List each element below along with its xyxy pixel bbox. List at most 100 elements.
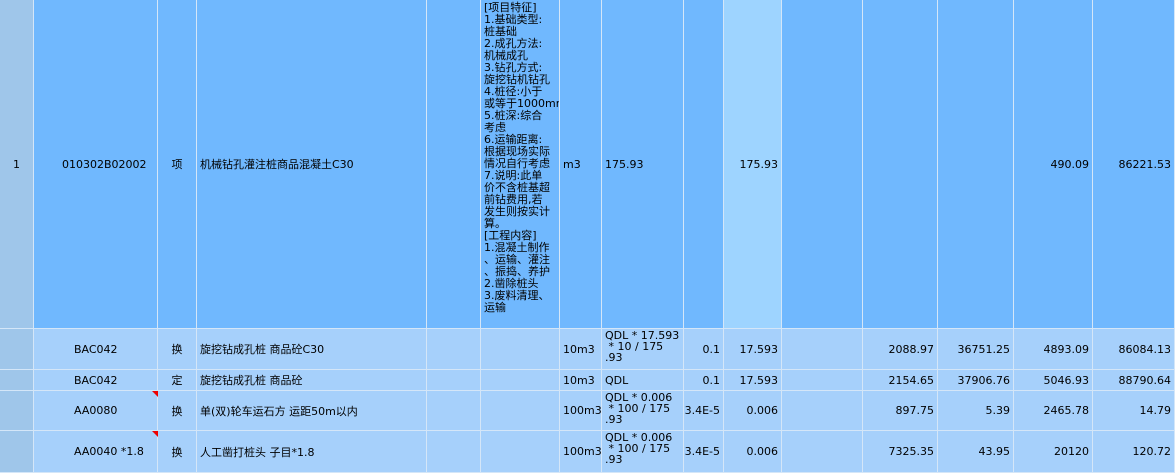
feature-line: 、运输、灌注 xyxy=(484,253,550,266)
cell: 36751.25 xyxy=(938,329,1014,370)
cell xyxy=(0,370,34,391)
expression-line: 175.93 xyxy=(605,157,644,171)
cell: 1 xyxy=(0,0,34,329)
unit-text: 10m3 xyxy=(563,342,595,356)
feature-line: 5.桩深:综合 xyxy=(484,109,543,122)
feature-line: 情况自行考虑 xyxy=(484,157,550,170)
code-text: BAC042 xyxy=(74,373,118,387)
cell: 换 xyxy=(158,329,197,370)
qty-text: 175.93 xyxy=(739,157,779,171)
feature-line: 或等于1000mm xyxy=(484,97,560,110)
cell: QDL * 0.006 * 100 / 175.93 xyxy=(602,391,684,431)
cell: 2154.65 xyxy=(863,370,938,391)
kind-text: 换 xyxy=(171,445,183,459)
cell: 120.72 xyxy=(1093,431,1175,473)
cell xyxy=(938,0,1014,329)
name-text: 人工凿打桩头 子目*1.8 xyxy=(200,445,315,459)
marker xyxy=(152,391,158,397)
cell xyxy=(427,391,481,431)
cell: 2088.97 xyxy=(863,329,938,370)
feature-line: 2.成孔方法: xyxy=(484,37,543,50)
cell: m3 xyxy=(560,0,602,329)
feature-line: 4.桩径:小于 xyxy=(484,85,543,98)
c-text: 20120 xyxy=(1054,445,1089,458)
name-text: 旋挖钻成孔桩 商品砼 xyxy=(200,374,303,387)
qty-text: 17.593 xyxy=(739,342,779,356)
cell: 17.593 xyxy=(724,329,782,370)
feature-line: 考虑 xyxy=(484,121,506,134)
kind-text: 项 xyxy=(171,158,183,171)
c-text: 2154.65 xyxy=(888,373,935,387)
cell: QDL xyxy=(602,370,684,391)
cell xyxy=(427,329,481,370)
qty-text: 0.006 xyxy=(746,404,779,417)
cell xyxy=(782,0,863,329)
feature-line: 运输 xyxy=(484,301,506,314)
coef-text: 0.1 xyxy=(702,342,721,356)
cell xyxy=(684,0,724,329)
cell: 单(双)轮车运石方 运距50m以内 xyxy=(197,391,427,431)
feature-line: 3.废料清理、 xyxy=(484,289,550,302)
c-text: 7325.35 xyxy=(888,445,935,458)
cell: 175.93 xyxy=(724,0,782,329)
c-text: 14.79 xyxy=(1139,404,1172,417)
coef-text: 3.4E-5 xyxy=(684,404,720,417)
c-text: 4893.09 xyxy=(1043,342,1090,356)
expression-line: QDL * 0.006 xyxy=(605,431,673,444)
c-text: 2088.97 xyxy=(888,342,935,356)
c-text: 37906.76 xyxy=(957,373,1011,387)
coef-text: 0.1 xyxy=(702,373,721,387)
c-text: 2465.78 xyxy=(1043,404,1090,417)
cell xyxy=(481,370,560,391)
feature-line: 根据现场实际 xyxy=(484,145,550,158)
feature-line: 旋挖钻机钻孔 xyxy=(484,73,550,86)
expression-line: QDL xyxy=(605,373,629,387)
no-text: 1 xyxy=(13,157,20,171)
cell: 旋挖钻成孔桩 商品砼C30 xyxy=(197,329,427,370)
cell: 175.93 xyxy=(602,0,684,329)
cell xyxy=(427,370,481,391)
cell: AA0040 *1.8 xyxy=(34,431,158,473)
feature-line: 前钻费用,若 xyxy=(484,193,543,206)
feature-line: [项目特征] xyxy=(484,1,537,14)
feature-line: [工程内容] xyxy=(484,229,537,242)
feature-line: 算。 xyxy=(484,217,506,230)
name-text: 机械钻孔灌注桩商品混凝土C30 xyxy=(200,158,354,171)
c-text: 5046.93 xyxy=(1043,373,1090,387)
cell: QDL * 0.006 * 100 / 175.93 xyxy=(602,431,684,473)
code-text: BAC042 xyxy=(74,342,118,356)
feature-line: 桩基础 xyxy=(484,25,517,38)
cell: 5046.93 xyxy=(1014,370,1093,391)
cell: QDL * 17.593 * 10 / 175.93 xyxy=(602,329,684,370)
feature-line: 、振捣、养护 xyxy=(484,265,550,278)
code-text: AA0040 *1.8 xyxy=(74,445,144,458)
cell xyxy=(0,391,34,431)
cell: 88790.64 xyxy=(1093,370,1175,391)
cell xyxy=(481,329,560,370)
expression-line: .93 xyxy=(605,453,623,466)
feature-line: 3.钻孔方式: xyxy=(484,61,543,74)
c-text: 43.95 xyxy=(978,445,1011,458)
marker xyxy=(152,431,158,437)
cell: BAC042 xyxy=(34,329,158,370)
cell: 10m3 xyxy=(560,329,602,370)
cell: AA0080 xyxy=(34,391,158,431)
cell: 43.95 xyxy=(938,431,1014,473)
kind-text: 定 xyxy=(171,374,183,387)
cell: 人工凿打桩头 子目*1.8 xyxy=(197,431,427,473)
cell xyxy=(863,0,938,329)
cell: 897.75 xyxy=(863,391,938,431)
cell: 0.1 xyxy=(684,329,724,370)
c-text: 86084.13 xyxy=(1118,342,1172,356)
feature-line: 发生则按实计 xyxy=(484,205,550,218)
expression-line: .93 xyxy=(605,351,623,364)
cell xyxy=(782,391,863,431)
expression-line: .93 xyxy=(605,413,623,426)
cell: 86221.53 xyxy=(1093,0,1175,329)
cell: [项目特征] 1.基础类型: 桩基础 2.成孔方法: 机械成孔 3.钻孔方式: 旋挖钻机钻孔… xyxy=(481,0,560,329)
unit-text: 100m3 xyxy=(563,404,602,417)
cell xyxy=(0,431,34,473)
c-text: 88790.64 xyxy=(1118,373,1172,387)
c-text: 490.09 xyxy=(1050,157,1090,171)
